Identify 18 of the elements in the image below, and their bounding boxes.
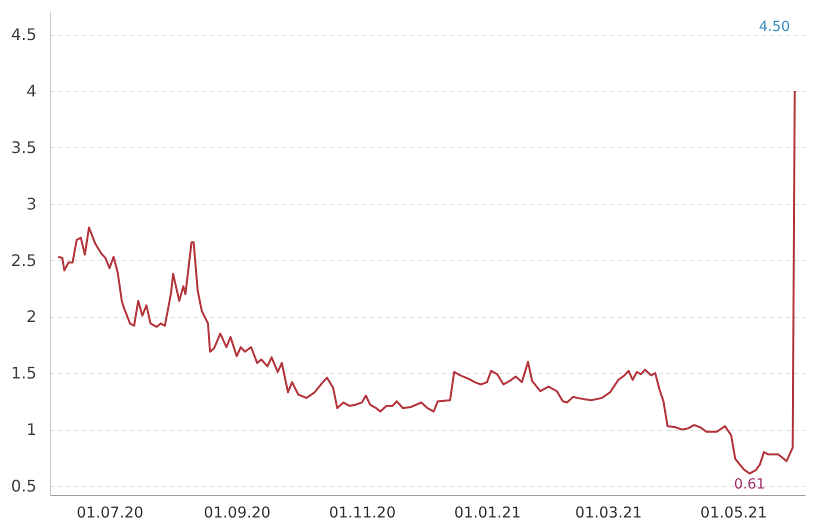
y-tick-label: 4 [26, 81, 36, 100]
y-tick-label: 1.5 [11, 364, 36, 383]
y-tick-label: 3.5 [11, 138, 36, 157]
annotation: 0.61 [734, 476, 766, 493]
line-series [57, 90, 796, 475]
x-tick-label: 01.11.20 [328, 504, 396, 522]
x-tick-label: 01.09.20 [204, 504, 271, 522]
y-tick-label: 2 [26, 307, 36, 326]
y-tick-label: 4.5 [11, 25, 36, 44]
x-tick-label: 01.03.21 [575, 504, 642, 522]
y-tick-label: 1 [26, 420, 36, 440]
y-tick-label: 0.5 [11, 476, 36, 496]
x-tick-label: 01.05.21 [700, 504, 768, 522]
y-tick-label: 2.5 [11, 250, 36, 270]
annotation: 4.50 [758, 19, 790, 35]
x-tick-label: 01.01.21 [454, 504, 521, 522]
x-tick-label: 01.07.20 [76, 504, 144, 522]
y-tick-label: 3 [26, 194, 36, 214]
